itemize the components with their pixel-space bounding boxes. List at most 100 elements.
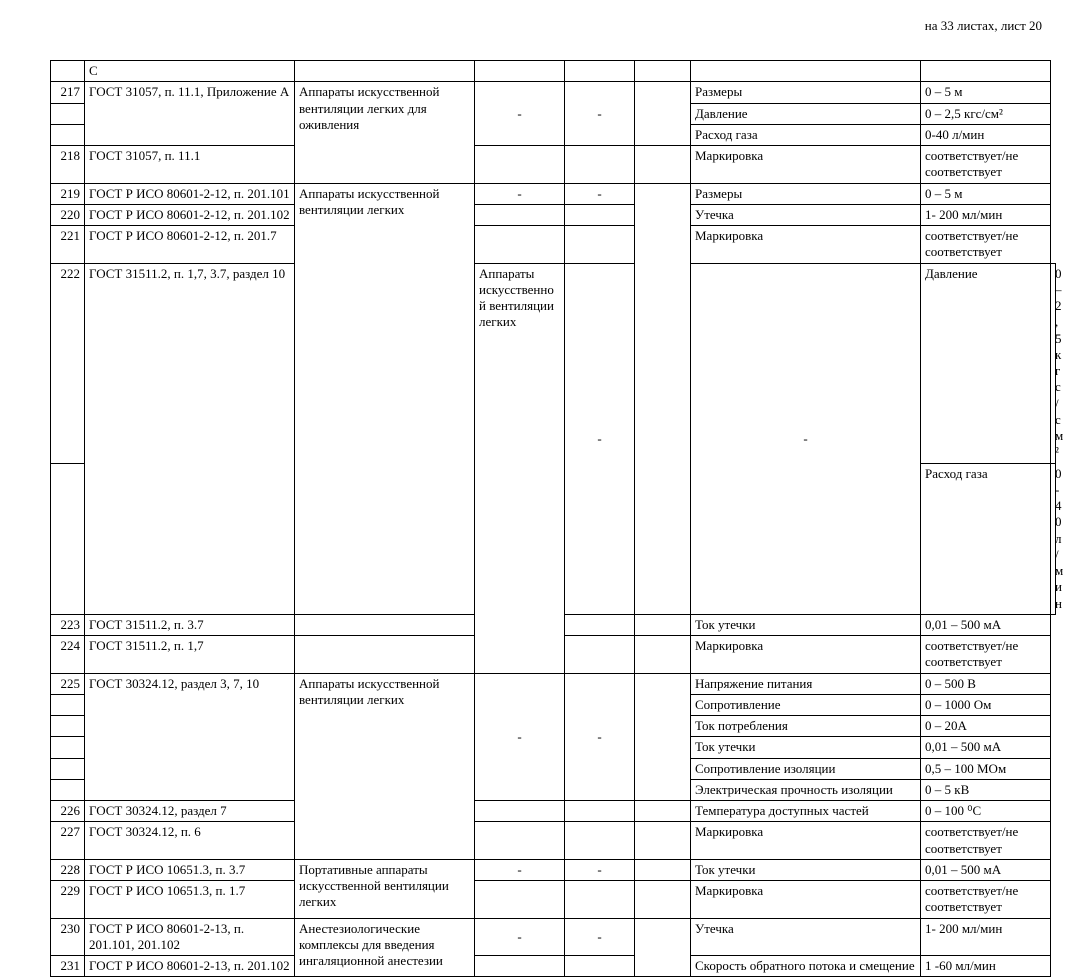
standard-ref: ГОСТ 31511.2, п. 1,7, 3.7, раздел 10 — [85, 263, 295, 614]
row-number: 217 — [51, 82, 85, 103]
table-row: 217ГОСТ 31057, п. 11.1, Приложение ААппа… — [51, 82, 1056, 103]
parameter: Ток утечки — [691, 737, 921, 758]
range: 0 – 2,5 кгс/см² — [921, 103, 1051, 124]
standard-ref: ГОСТ 30324.12, раздел 7 — [85, 801, 295, 822]
range: 0 – 5 м — [921, 82, 1051, 103]
standard-ref: ГОСТ 31057, п. 11.1, Приложение А — [85, 82, 295, 146]
row-number: 227 — [51, 822, 85, 860]
range: 1- 200 мл/мин — [921, 918, 1051, 956]
col4 — [565, 614, 635, 635]
col5 — [635, 801, 691, 822]
col5 — [635, 183, 691, 614]
row-number: 225 — [51, 673, 85, 694]
range: 0-40 л/мин — [1051, 463, 1056, 614]
parameter: Электрическая прочность изоляции — [691, 779, 921, 800]
col4: - — [565, 859, 635, 880]
row-number — [51, 716, 85, 737]
row-number: 220 — [51, 204, 85, 225]
col3 — [475, 61, 565, 82]
range: соответствует/не соответствует — [921, 226, 1051, 264]
range: 0 – 20А — [921, 716, 1051, 737]
col3: - — [475, 859, 565, 880]
col3 — [475, 204, 565, 225]
apparatus-desc — [295, 61, 475, 82]
row-number: 226 — [51, 801, 85, 822]
col5 — [635, 822, 691, 860]
row-number — [51, 779, 85, 800]
apparatus-desc: Аппараты искусственной вентиляции легких — [295, 673, 475, 859]
row-number: 219 — [51, 183, 85, 204]
standard-ref: ГОСТ Р ИСО 80601-2-12, п. 201.102 — [85, 204, 295, 225]
table-row: 229ГОСТ Р ИСО 10651.3, п. 1.7 Маркировкас… — [51, 881, 1056, 919]
range: 0 – 1000 Ом — [921, 694, 1051, 715]
standard-ref: ГОСТ Р ИСО 10651.3, п. 3.7 — [85, 859, 295, 880]
table-row: 221ГОСТ Р ИСО 80601-2-12, п. 201.7Маркир… — [51, 226, 1056, 264]
range: 0,01 – 500 мА — [921, 737, 1051, 758]
range: 0 – 5 м — [921, 183, 1051, 204]
col4 — [565, 204, 635, 225]
col3 — [475, 801, 565, 822]
table-row: 227ГОСТ 30324.12, п. 6Маркировкасоответс… — [51, 822, 1056, 860]
table-row: 230ГОСТ Р ИСО 80601-2-13, п. 201.101, 20… — [51, 918, 1056, 956]
col4: - — [565, 183, 635, 204]
col4 — [565, 801, 635, 822]
document-page: на 33 листах, лист 20 С217ГОСТ 31057, п.… — [0, 0, 1086, 768]
standard-ref: ГОСТ 30324.12, п. 6 — [85, 822, 295, 860]
range: соответствует/не соответствует — [921, 881, 1051, 919]
parameter: Размеры — [691, 82, 921, 103]
col5 — [635, 881, 691, 919]
col4 — [565, 956, 635, 977]
col4: - — [565, 673, 635, 801]
row-number: 218 — [51, 146, 85, 184]
standards-table: С217ГОСТ 31057, п. 11.1, Приложение ААпп… — [50, 60, 1056, 977]
row-number: 229 — [51, 881, 85, 919]
range: 0,01 – 500 мА — [921, 859, 1051, 880]
apparatus-desc: Аппараты искусственной вентиляции легких — [475, 263, 565, 673]
standard-ref: ГОСТ Р ИСО 80601-2-12, п. 201.101 — [85, 183, 295, 204]
row-number: 224 — [51, 636, 85, 674]
col3 — [295, 614, 475, 635]
parameter: Расход газа — [691, 124, 921, 145]
row-number: 223 — [51, 614, 85, 635]
parameter: Температура доступных частей — [691, 801, 921, 822]
standard-ref: ГОСТ Р ИСО 80601-2-13, п. 201.102 — [85, 956, 295, 977]
col3 — [295, 636, 475, 674]
col4 — [565, 61, 635, 82]
row-number: 230 — [51, 918, 85, 956]
apparatus-desc: Аппараты искусственной вентиляции легких — [295, 183, 475, 614]
row-number — [51, 124, 85, 145]
col5 — [635, 614, 691, 635]
apparatus-desc: Аппараты искусственной вентиляции легких… — [295, 82, 475, 183]
row-number: 222 — [51, 263, 85, 463]
range: 0-40 л/мин — [921, 124, 1051, 145]
parameter: Напряжение питания — [691, 673, 921, 694]
parameter: Расход газа — [921, 463, 1051, 614]
standard-ref: С — [85, 61, 295, 82]
parameter: Давление — [691, 103, 921, 124]
col5 — [635, 61, 691, 82]
range: 1 -60 мл/мин — [921, 956, 1051, 977]
parameter: Утечка — [691, 204, 921, 225]
parameter — [691, 61, 921, 82]
col4: - — [691, 263, 921, 614]
range: соответствует/не соответствует — [921, 636, 1051, 674]
range: 0,01 – 500 мА — [921, 614, 1051, 635]
parameter: Маркировка — [691, 822, 921, 860]
parameter: Маркировка — [691, 881, 921, 919]
col3: - — [475, 82, 565, 146]
table-row: 225ГОСТ 30324.12, раздел 3, 7, 10Аппарат… — [51, 673, 1056, 694]
standard-ref: ГОСТ Р ИСО 10651.3, п. 1.7 — [85, 881, 295, 919]
col3: - — [475, 673, 565, 801]
row-number: 228 — [51, 859, 85, 880]
col5 — [635, 673, 691, 801]
row-number — [51, 463, 85, 614]
parameter: Маркировка — [691, 226, 921, 264]
row-number — [51, 737, 85, 758]
apparatus-desc: Анестезиологические комплексы для введен… — [295, 918, 475, 977]
parameter: Ток утечки — [691, 614, 921, 635]
parameter: Маркировка — [691, 146, 921, 184]
row-number — [51, 61, 85, 82]
parameter: Размеры — [691, 183, 921, 204]
col3 — [475, 822, 565, 860]
col3: - — [565, 263, 635, 614]
